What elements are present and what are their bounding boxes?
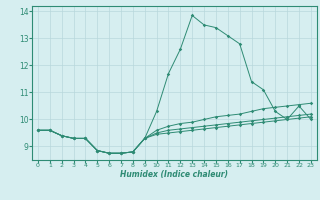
X-axis label: Humidex (Indice chaleur): Humidex (Indice chaleur) <box>120 170 228 179</box>
